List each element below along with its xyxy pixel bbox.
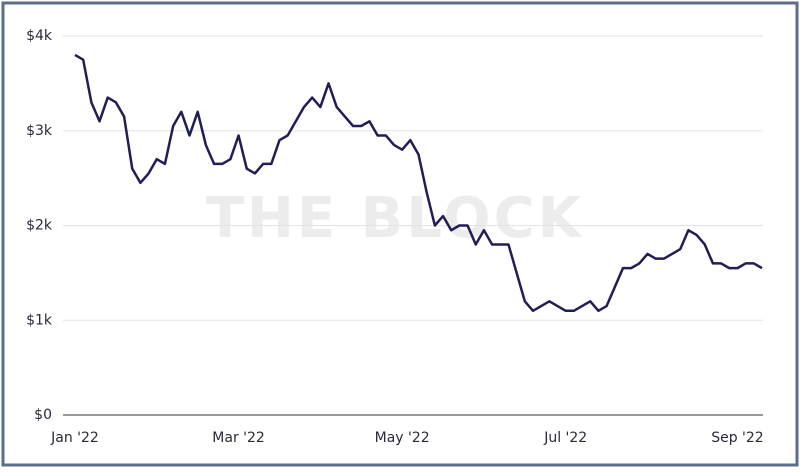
y-tick-label: $4k bbox=[26, 28, 53, 44]
x-tick-label: Mar '22 bbox=[212, 430, 265, 446]
x-tick-label: May '22 bbox=[375, 430, 430, 446]
y-tick-label: $2k bbox=[26, 218, 53, 234]
x-tick-label: Sep '22 bbox=[711, 430, 764, 446]
y-tick-label: $0 bbox=[34, 407, 52, 423]
y-tick-label: $3k bbox=[26, 123, 53, 139]
watermark: THE BLOCK bbox=[206, 186, 584, 251]
price-line bbox=[74, 53, 763, 313]
y-tick-label: $1k bbox=[26, 312, 53, 328]
x-tick-label: Jan '22 bbox=[50, 430, 99, 446]
x-tick-label: Jul '22 bbox=[543, 430, 587, 446]
